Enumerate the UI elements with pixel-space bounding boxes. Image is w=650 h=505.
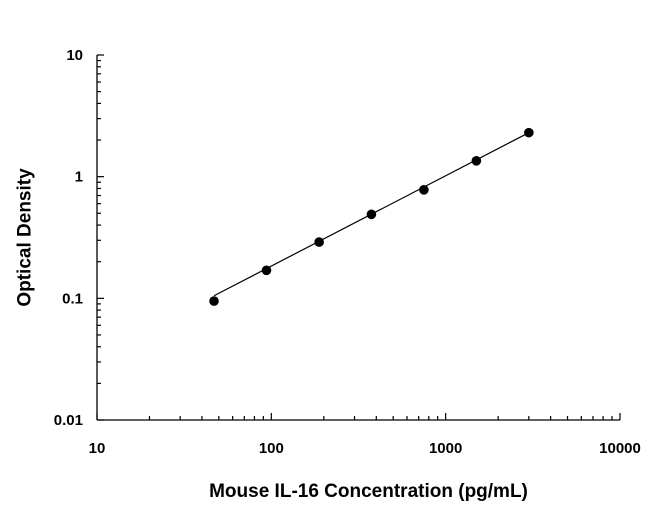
data-point (261, 265, 272, 276)
y-tick-label: 1 (75, 169, 83, 186)
tick-labels: 10 100 1000 10000 0.01 0.1 1 10 (54, 47, 641, 457)
x-tick-label: 10 (89, 440, 106, 457)
x-tick-label: 10000 (599, 440, 641, 457)
data-point (419, 184, 429, 195)
y-tick-label: 0.01 (54, 412, 83, 429)
data-point (471, 156, 482, 166)
data-points (209, 127, 534, 306)
data-point (366, 209, 377, 220)
y-axis-title: Optical Density (15, 168, 36, 307)
x-axis-title: Mouse IL-16 Concentration (pg/mL) (209, 481, 528, 502)
x-tick-label: 1000 (429, 440, 462, 457)
data-point (314, 237, 324, 247)
y-tick-label: 0.1 (62, 290, 83, 307)
y-tick-label: 10 (66, 47, 83, 64)
data-point (524, 127, 534, 138)
axes (96, 55, 620, 421)
ticks (96, 54, 621, 421)
x-tick-label: 100 (259, 440, 284, 457)
data-point (209, 296, 219, 306)
